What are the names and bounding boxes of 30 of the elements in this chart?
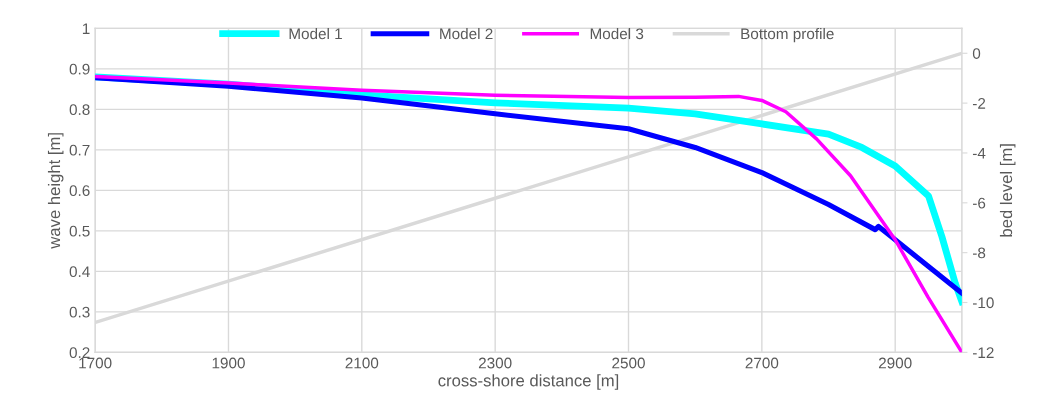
y2-tick-label: 0 bbox=[972, 48, 981, 59]
legend-label: Model 2 bbox=[440, 27, 493, 40]
legend-label: Model 3 bbox=[590, 27, 644, 40]
y-tick-label: 1 bbox=[82, 23, 90, 34]
x-axis-title: cross-shore distance [m] bbox=[438, 374, 619, 390]
y2-tick-label: -6 bbox=[972, 197, 986, 209]
y-tick-label: 0.9 bbox=[69, 63, 90, 75]
y-tick-label: 0.5 bbox=[69, 225, 90, 237]
legend-label: Model 1 bbox=[289, 27, 342, 40]
y2-tick-label: -2 bbox=[972, 97, 986, 109]
y-tick-label: 0.2 bbox=[69, 347, 90, 359]
y-axis-title: wave height [m] bbox=[47, 133, 64, 249]
y2-tick-label: -10 bbox=[972, 297, 994, 309]
y2-tick-label: -12 bbox=[972, 347, 994, 358]
x-tick-label: 2300 bbox=[478, 357, 512, 369]
x-tick-label: 2700 bbox=[745, 357, 779, 369]
y-tick-label: 0.3 bbox=[69, 306, 90, 318]
y-tick-label: 0.4 bbox=[69, 266, 90, 278]
y-tick-label: 0.6 bbox=[69, 185, 90, 197]
y2-tick-label: -4 bbox=[972, 147, 986, 159]
x-tick-label: 1700 bbox=[79, 357, 112, 369]
legend-label: Bottom profile bbox=[741, 27, 834, 43]
x-tick-label: 2500 bbox=[612, 357, 645, 369]
x-tick-label: 1900 bbox=[212, 357, 245, 369]
y-tick-label: 0.7 bbox=[69, 144, 90, 156]
y2-axis-title: bed level [m] bbox=[999, 144, 1016, 237]
x-tick-label: 2100 bbox=[345, 357, 379, 369]
y2-tick-label: -8 bbox=[972, 247, 986, 259]
x-tick-label: 2900 bbox=[878, 357, 912, 369]
y-tick-label: 0.8 bbox=[69, 104, 90, 116]
